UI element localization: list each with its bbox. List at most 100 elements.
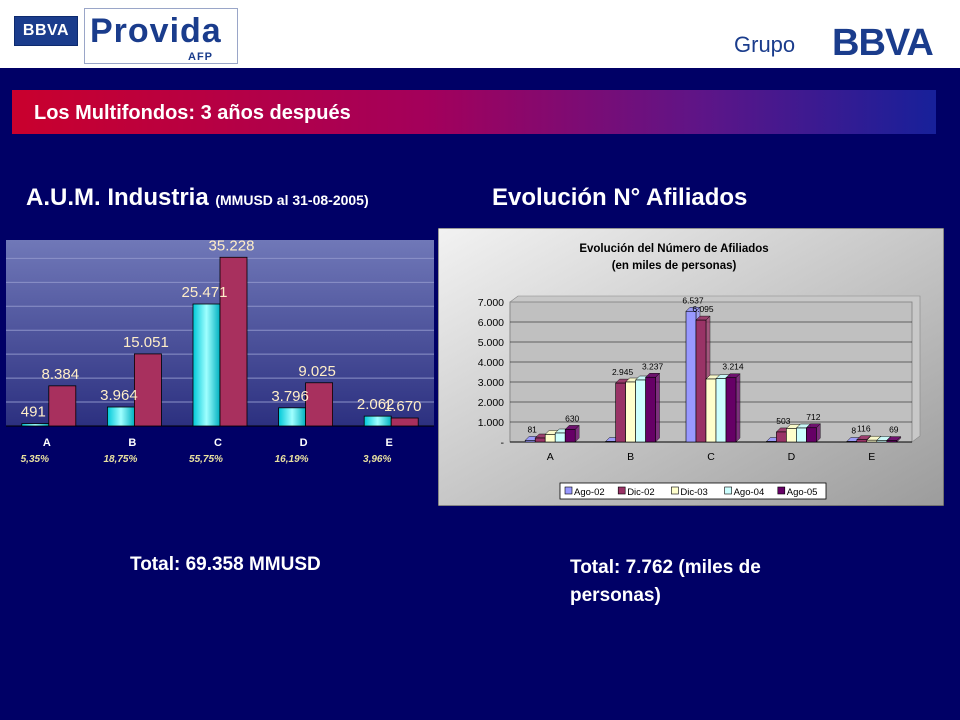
chart2-legend-label: Ago-04 (734, 487, 765, 498)
chart1-bar (219, 256, 248, 427)
chart1-data-label: 3.964 (100, 387, 138, 404)
chart2-bar (806, 427, 817, 443)
chart2-bar (766, 441, 777, 443)
chart1-share-label: 5,35% (21, 454, 49, 465)
chart2-bar (554, 432, 566, 443)
chart1-bar (278, 407, 307, 427)
grupo-label: Grupo (734, 32, 796, 57)
chart2-legend-swatch (671, 486, 679, 495)
chart2-bar (786, 428, 797, 443)
bbva-logo: BBVA (14, 16, 78, 46)
chart1-share-label: 18,75% (103, 454, 137, 465)
chart1-data-label: 491 (21, 404, 46, 421)
chart2-bar (705, 378, 717, 443)
chart2-bar (635, 379, 646, 443)
chart1-category-label: E (386, 437, 393, 449)
chart2-category-label: D (788, 451, 796, 463)
chart1-data-label: 1.670 (384, 398, 422, 415)
chart2-data-label: 8 (851, 426, 856, 436)
chart1-share-label: 55,75% (189, 454, 223, 465)
chart1-category-label: C (214, 437, 222, 449)
total-aum: Total: 69.358 MMUSD (130, 554, 321, 575)
grupo-bbva-logo: BBVA (832, 22, 934, 64)
chart2-bar (846, 441, 858, 443)
chart2-legend-label: Dic-03 (680, 487, 707, 498)
chart2-bar (615, 382, 626, 443)
chart1-bar (363, 415, 392, 427)
slide-title-bar: Los Multifondos: 3 años después (12, 90, 936, 134)
chart2-bar (776, 431, 787, 443)
chart2-y-tick-label: 4.000 (478, 357, 504, 369)
chart2-bar (524, 440, 536, 443)
aum-heading: A.U.M. Industria (MMUSD al 31-08-2005) (26, 184, 369, 212)
chart1-category-label: D (300, 437, 308, 449)
chart2-legend-swatch (617, 486, 626, 495)
chart2-data-label: 2.945 (612, 367, 634, 377)
chart1-data-label: 2.062 (357, 396, 395, 413)
chart2-legend-label: Ago-02 (574, 487, 605, 498)
chart2-y-tick-label: 6.000 (478, 317, 504, 329)
chart1-share-label: 16,19% (275, 454, 309, 465)
provida-logo-frame (84, 8, 238, 64)
chart1-bar (192, 303, 221, 427)
chart2-y-tick-label: 1.000 (478, 417, 504, 429)
chart1-data-label: 3.796 (271, 388, 309, 405)
afiliados-heading: Evolución N° Afiliados (492, 184, 748, 211)
chart2-bar (715, 378, 727, 443)
chart2-bar (544, 434, 556, 443)
chart2-bar-side (655, 372, 660, 443)
slide-title: Los Multifondos: 3 años después (34, 102, 351, 124)
chart1-data-label: 15.051 (123, 334, 169, 351)
chart2-bar (876, 440, 888, 443)
chart2-bar (645, 376, 656, 443)
aum-heading-text: A.U.M. Industria (26, 184, 209, 211)
chart1-category-label: B (128, 437, 136, 449)
chart2-data-label: 3.214 (722, 362, 744, 372)
chart2-bar (685, 310, 697, 443)
chart2-data-label: 630 (565, 413, 579, 423)
chart1-bar (21, 423, 50, 427)
chart2-legend-swatch (724, 486, 732, 495)
aum-bar-chart: 491 8.384 A 5,35% 3.964 15.051 B 18,75% 25.471 35… (6, 240, 434, 465)
chart1-bar (107, 406, 135, 427)
chart2-y-tick-label: 2.000 (478, 397, 504, 409)
chart2-y-tick-label: 3.000 (478, 377, 504, 389)
chart2-legend-label: Ago-05 (787, 487, 818, 498)
chart1-bar (390, 417, 419, 427)
chart2-category-label: A (547, 451, 554, 463)
chart2-bar (534, 437, 546, 443)
chart2-data-label: 6.095 (692, 304, 714, 314)
chart2-data-label: 3.237 (642, 361, 664, 371)
provida-logo: Provida AFP (84, 8, 240, 64)
chart2-y-tick-label: - (501, 437, 505, 449)
chart2-bar (605, 441, 616, 443)
chart2-bar (856, 439, 868, 443)
chart2-y-tick-label: 5.000 (478, 337, 504, 349)
chart1-bar (133, 353, 162, 427)
chart2-data-label: 81 (527, 424, 537, 434)
chart2-data-label: 116 (857, 424, 871, 434)
chart2-bar (796, 427, 807, 443)
chart2-data-label: 6.537 (682, 295, 704, 305)
afiliados-bar-chart: Evolución del Número de Afiliados (en mil… (438, 228, 944, 506)
chart2-bar (725, 377, 737, 443)
chart2-legend-label: Dic-02 (627, 487, 654, 498)
afp-logo-text: AFP (188, 51, 213, 63)
chart2-legend (559, 482, 827, 500)
aum-heading-note: (MMUSD al 31-08-2005) (215, 192, 369, 208)
chart2-title: Evolución del Número de Afiliados (579, 243, 768, 255)
chart2-category-label: B (627, 451, 634, 463)
chart2-data-label: 69 (889, 425, 899, 435)
total-afiliados: Total: 7.762 (miles de personas) (570, 557, 761, 606)
chart2-legend-swatch (777, 486, 786, 495)
chart1-data-label: 9.025 (298, 363, 336, 380)
provida-logo-text: Provida (90, 12, 222, 50)
chart2-bar-side (735, 373, 741, 443)
chart1-data-label: 35.228 (209, 240, 255, 254)
chart1-data-label: 25.471 (182, 284, 228, 301)
chart2-bar (695, 319, 707, 443)
chart1-category-label: A (43, 437, 51, 449)
chart2-legend-swatch (564, 486, 573, 495)
bbva-logo-text: BBVA (22, 22, 70, 39)
chart2-bar (564, 429, 576, 443)
